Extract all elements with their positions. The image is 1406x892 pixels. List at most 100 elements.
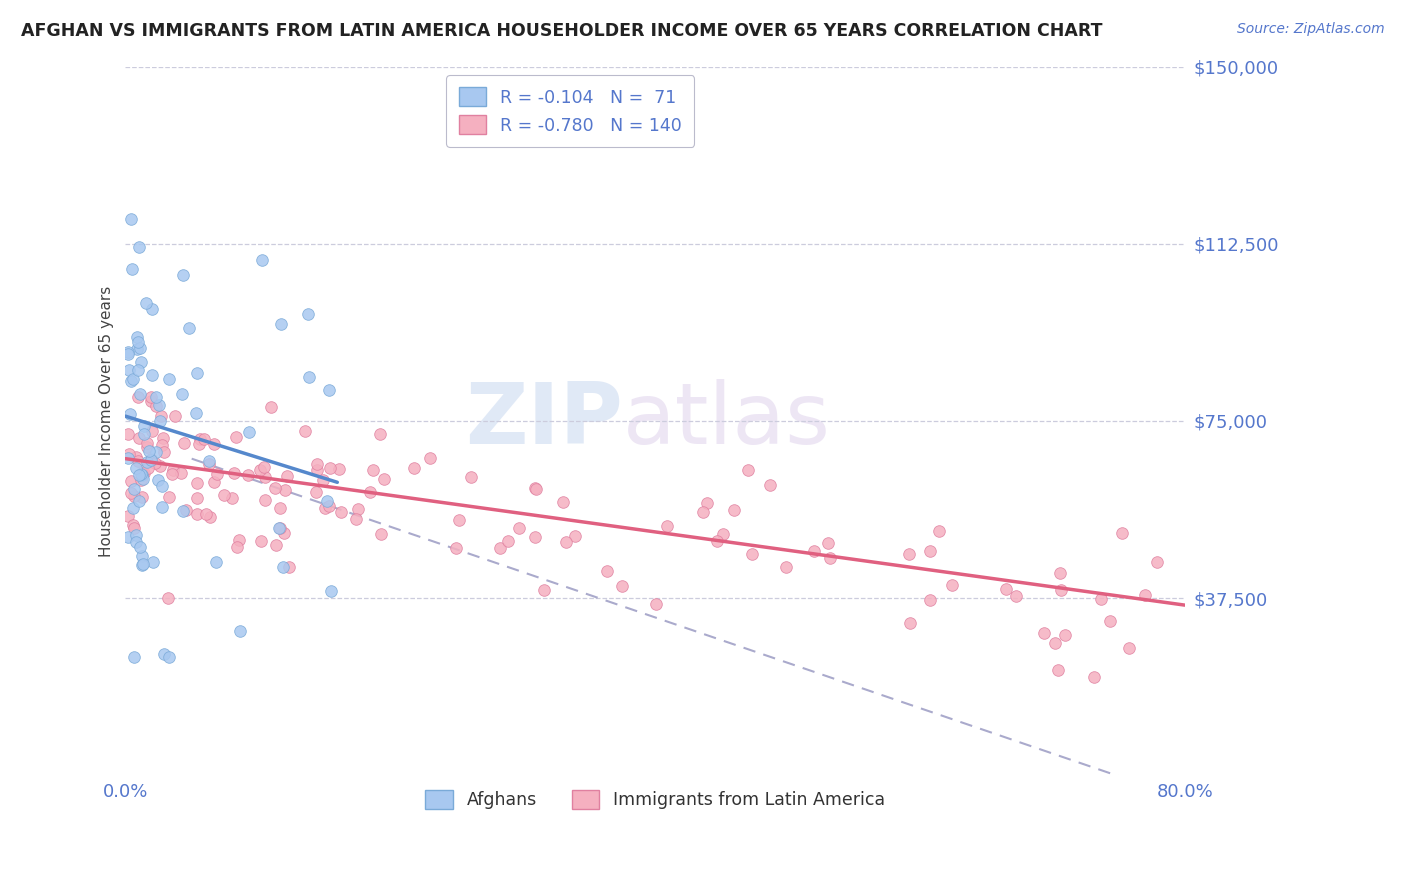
Point [142, 555, 165, 569]
Point [696, 496, 718, 510]
Point [318, 383, 340, 397]
Point [1032, 626, 1054, 640]
Point [117, 530, 139, 544]
Point [117, 426, 139, 441]
Point [128, 494, 150, 508]
Point [1090, 592, 1112, 607]
Point [202, 475, 225, 489]
Point [186, 476, 208, 491]
Point [120, 485, 142, 500]
Point [225, 541, 247, 555]
Point [314, 500, 336, 515]
Point [294, 424, 316, 438]
Point [920, 543, 942, 558]
Point [523, 530, 546, 544]
Point [132, 467, 155, 481]
Point [117, 508, 139, 523]
Point [125, 527, 148, 541]
Point [184, 406, 207, 420]
Point [941, 578, 963, 592]
Point [124, 482, 146, 496]
Point [134, 427, 156, 442]
Point [267, 521, 290, 535]
Point [128, 468, 150, 483]
Point [152, 445, 174, 459]
Point [127, 454, 149, 468]
Point [564, 529, 586, 543]
Point [136, 461, 159, 475]
Point [1146, 555, 1168, 569]
Point [139, 394, 162, 409]
Point [143, 456, 166, 470]
Point [298, 370, 321, 384]
Point [186, 491, 208, 505]
Text: AFGHAN VS IMMIGRANTS FROM LATIN AMERICA HOUSEHOLDER INCOME OVER 65 YEARS CORRELA: AFGHAN VS IMMIGRANTS FROM LATIN AMERICA … [21, 22, 1102, 40]
Point [596, 565, 619, 579]
Point [122, 521, 145, 535]
Point [1133, 588, 1156, 602]
Point [150, 438, 173, 452]
Point [1049, 566, 1071, 580]
Point [186, 507, 208, 521]
Point [149, 458, 172, 473]
Point [644, 597, 666, 611]
Point [132, 472, 155, 486]
Point [128, 387, 150, 401]
Point [307, 463, 329, 477]
Point [205, 467, 228, 481]
Point [225, 430, 247, 444]
Point [655, 519, 678, 533]
Point [120, 475, 142, 489]
Point [205, 555, 228, 569]
Point [145, 390, 167, 404]
Point [250, 253, 273, 268]
Point [276, 469, 298, 483]
Point [157, 372, 180, 386]
Point [179, 320, 201, 334]
Point [162, 463, 184, 477]
Point [122, 372, 145, 386]
Point [524, 483, 547, 497]
Point [131, 549, 153, 563]
Point [131, 466, 153, 480]
Point [297, 307, 319, 321]
Point [221, 491, 243, 506]
Point [278, 560, 301, 574]
Point [141, 301, 163, 316]
Point [1005, 589, 1028, 603]
Point [153, 647, 176, 661]
Point [127, 363, 149, 377]
Point [170, 387, 193, 401]
Point [1047, 663, 1070, 677]
Point [160, 467, 183, 482]
Point [553, 495, 575, 509]
Point [128, 431, 150, 445]
Point [127, 390, 149, 404]
Y-axis label: Householder Income Over 65 years: Householder Income Over 65 years [100, 285, 114, 557]
Point [524, 481, 547, 495]
Point [260, 400, 283, 414]
Point [706, 533, 728, 548]
Point [898, 547, 921, 561]
Point [145, 445, 167, 459]
Point [202, 437, 225, 451]
Point [186, 366, 208, 380]
Point [318, 499, 340, 513]
Point [269, 521, 291, 535]
Text: ZIP: ZIP [465, 379, 623, 462]
Point [188, 436, 211, 450]
Point [803, 544, 825, 558]
Text: atlas: atlas [623, 379, 831, 462]
Point [188, 432, 211, 446]
Point [149, 413, 172, 427]
Point [346, 502, 368, 516]
Point [157, 650, 180, 665]
Point [1045, 636, 1067, 650]
Point [373, 472, 395, 486]
Point [817, 536, 839, 550]
Point [447, 513, 470, 527]
Point [157, 591, 180, 605]
Point [129, 355, 152, 369]
Point [200, 510, 222, 524]
Point [361, 463, 384, 477]
